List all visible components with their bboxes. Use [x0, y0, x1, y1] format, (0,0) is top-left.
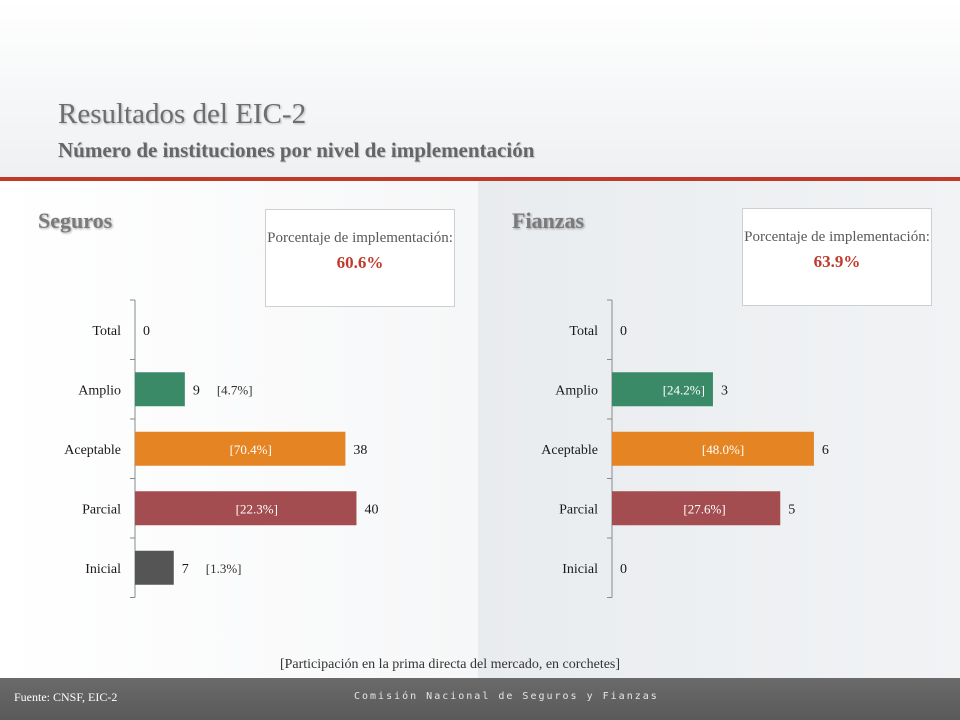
- category-label: Parcial: [559, 502, 598, 517]
- value-label: 40: [364, 502, 378, 517]
- section-label-fianzas: Fianzas: [512, 208, 585, 233]
- value-label: 0: [620, 324, 627, 339]
- market-share-label: [24.2%]: [663, 382, 705, 397]
- market-share-label: [48.0%]: [702, 442, 744, 457]
- market-share-note: [Participación en la prima directa del m…: [279, 657, 621, 672]
- value-label: 7: [182, 562, 189, 577]
- bar-parcial: [612, 491, 781, 526]
- category-label: Inicial: [562, 562, 598, 577]
- chart-seguros: Total 0 Amplio 9 [4.7%] Aceptable 38 [70.4%] Par…: [64, 299, 378, 598]
- title-divider: [0, 177, 960, 181]
- category-label: Amplio: [555, 383, 598, 398]
- footer-brand: Comisión Nacional de Seguros y Fianzas: [354, 691, 659, 702]
- category-label: Aceptable: [64, 443, 121, 458]
- pct-label: Porcentaje de implementación:: [267, 230, 453, 246]
- category-label: Parcial: [82, 502, 121, 517]
- value-label: 38: [353, 443, 367, 458]
- market-share-label: [70.4%]: [230, 442, 272, 457]
- market-share-label: [1.3%]: [206, 561, 242, 576]
- bar-aceptable: [612, 431, 814, 466]
- pct-box-seguros: Porcentaje de implementación: 60.6%: [265, 209, 455, 307]
- category-label: Aceptable: [541, 443, 598, 458]
- value-label: 5: [788, 502, 795, 517]
- footer-bar: Fuente: CNSF, EIC-2 Comisión Nacional de…: [0, 678, 960, 720]
- value-label: 6: [822, 443, 829, 458]
- section-label-seguros: Seguros: [38, 208, 113, 233]
- value-label: 3: [721, 383, 728, 398]
- bar-parcial: [135, 491, 357, 526]
- pct-value: 60.6%: [336, 253, 384, 272]
- category-label: Inicial: [85, 562, 121, 577]
- pct-value: 63.9%: [813, 252, 861, 271]
- market-share-label: [22.3%]: [236, 501, 278, 516]
- page-title: Resultados del EIC-2: [58, 98, 307, 130]
- pct-label: Porcentaje de implementación:: [744, 229, 930, 245]
- market-share-label: [27.6%]: [683, 501, 725, 516]
- market-share-label: [4.7%]: [217, 382, 253, 397]
- bar-inicial: [135, 550, 174, 585]
- value-label: 9: [193, 383, 200, 398]
- category-label: Amplio: [78, 383, 121, 398]
- bar-amplio: [135, 372, 185, 407]
- pct-box-fianzas: Porcentaje de implementación: 63.9%: [742, 208, 932, 306]
- value-label: 0: [143, 324, 150, 339]
- category-label: Total: [92, 324, 121, 339]
- chart-fianzas: Total 0 Amplio 3 [24.2%] Aceptable 6 [48.0%] Par…: [541, 299, 829, 598]
- bar-aceptable: [135, 431, 346, 466]
- value-label: 0: [620, 562, 627, 577]
- page-subtitle: Número de instituciones por nivel de imp…: [58, 138, 535, 162]
- footer-source: Fuente: CNSF, EIC-2: [14, 690, 118, 704]
- bar-amplio: [612, 372, 713, 407]
- category-label: Total: [569, 324, 598, 339]
- header-background: [0, 0, 960, 180]
